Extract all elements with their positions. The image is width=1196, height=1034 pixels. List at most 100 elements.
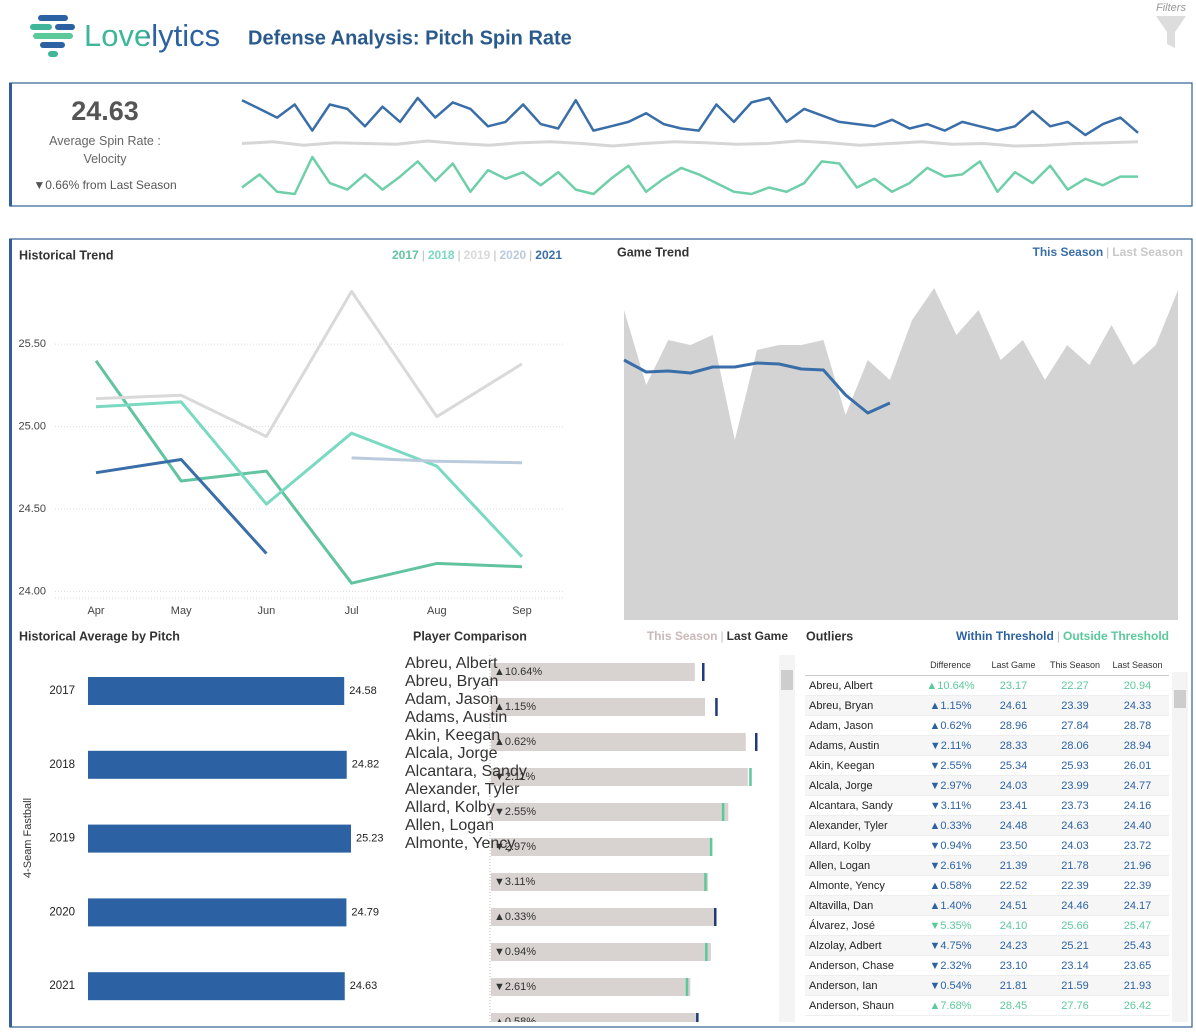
- table-cell: ▲7.68%: [918, 995, 983, 1016]
- table-cell: ▲0.58%: [918, 875, 983, 896]
- table-cell: 28.45: [983, 995, 1044, 1016]
- player-name: Adam, Jason: [405, 691, 499, 708]
- logo-icon: [30, 15, 75, 57]
- table-cell: ▼2.55%: [918, 755, 983, 776]
- sparkline: [241, 139, 1139, 148]
- table-cell: 24.17: [1106, 895, 1169, 916]
- player-name: Anderson, Shaun: [805, 995, 918, 1016]
- axis-label: 4-Seam Fastball: [22, 798, 34, 878]
- page-title: Defense Analysis: Pitch Spin Rate: [248, 27, 572, 49]
- bar: [88, 750, 347, 779]
- trend-line: [95, 458, 268, 555]
- player-name: Adams, Austin: [405, 709, 508, 726]
- header-cell: Last Game: [983, 655, 1044, 676]
- difference-label: ▲1.15%: [494, 701, 536, 713]
- table-cell: ▼3.11%: [918, 795, 983, 816]
- kpi-panel-accent: [9, 83, 12, 206]
- player-name: Alcantara, Sandy: [805, 795, 918, 816]
- player-name: Almonte, Yency: [805, 875, 918, 896]
- difference-label: ▲10.64%: [494, 666, 542, 678]
- table-cell: 23.14: [1044, 955, 1106, 976]
- table-cell: 24.63: [1044, 815, 1106, 836]
- player-name: Alexander, Tyler: [405, 781, 520, 798]
- table-cell: ▼2.11%: [918, 735, 983, 756]
- category-label: 2017: [49, 685, 75, 697]
- table-cell: ▲10.64%: [918, 675, 983, 696]
- y-tick-label: 25.50: [18, 338, 46, 350]
- difference-label: ▼3.11%: [494, 876, 535, 888]
- table-cell: 24.48: [983, 815, 1044, 836]
- table-cell: ▲1.15%: [918, 695, 983, 716]
- table-row: Akin, Keegan ▼2.55% 25.34 25.93 26.01: [805, 755, 1169, 776]
- legend-item: 2021: [535, 248, 562, 262]
- player-name: Alcala, Jorge: [805, 775, 918, 796]
- legend-item: This Season: [647, 629, 718, 643]
- category-label: 2020: [49, 906, 75, 918]
- last-game-tick: [715, 698, 718, 716]
- area: [624, 288, 1178, 620]
- category-label: 2021: [49, 980, 75, 992]
- player-name: Alzolay, Adbert: [805, 935, 918, 956]
- table-cell: ▼2.97%: [918, 775, 983, 796]
- scrollbar-thumb[interactable]: [1174, 690, 1186, 708]
- scrollbar[interactable]: [1172, 672, 1188, 1022]
- outliers-table-wrap: Difference Last Game This Season Last Seaso…: [805, 655, 1169, 1022]
- kpi-value: 24.63: [71, 96, 139, 126]
- legend-item: 2018: [428, 248, 455, 262]
- trend-line: [95, 289, 523, 438]
- sparkline: [241, 96, 1139, 137]
- table-cell: 25.47: [1106, 915, 1169, 936]
- table-cell: 23.99: [1044, 775, 1106, 796]
- table-cell: 24.61: [983, 695, 1044, 716]
- table-cell: 24.77: [1106, 775, 1169, 796]
- player-name: Allard, Kolby: [405, 799, 495, 816]
- table-cell: 24.03: [983, 775, 1044, 796]
- x-tick-label: May: [171, 605, 192, 617]
- value-label: 24.58: [349, 685, 377, 697]
- table-row: Alexander, Tyler ▲0.33% 24.48 24.63 24.40: [805, 815, 1169, 836]
- category-label: 2019: [49, 833, 75, 845]
- legend-separator: |: [721, 629, 724, 643]
- table-row: Altavilla, Dan ▲1.40% 24.51 24.46 24.17: [805, 895, 1169, 916]
- table-row: Alcala, Jorge ▼2.97% 24.03 23.99 24.77: [805, 775, 1169, 796]
- table-row: Adams, Austin ▼2.11% 28.33 28.06 28.94: [805, 735, 1169, 756]
- last-game-tick: [755, 733, 758, 751]
- player-name: Alexander, Tyler: [805, 815, 918, 836]
- panel-title: Outliers: [806, 629, 853, 643]
- table-cell: 23.39: [1044, 695, 1106, 716]
- this-season-bar: [491, 873, 709, 891]
- last-game-tick: [709, 838, 713, 856]
- legend-item: Within Threshold: [956, 629, 1054, 643]
- last-game-tick: [685, 978, 689, 996]
- table-cell: 27.84: [1044, 715, 1106, 736]
- table-cell: 20.94: [1106, 675, 1169, 696]
- table-cell: 23.72: [1106, 835, 1169, 856]
- last-game-tick: [702, 663, 705, 681]
- legend-item: This Season: [1032, 245, 1103, 259]
- legend-item: Last Game: [727, 629, 789, 643]
- table-cell: 23.65: [1106, 955, 1169, 976]
- header-cell: [805, 655, 918, 676]
- table-row: Almonte, Yency ▲0.58% 22.52 22.39 22.39: [805, 875, 1169, 896]
- last-game-tick: [696, 1013, 699, 1022]
- player-name: Abreu, Bryan: [805, 695, 918, 716]
- legend-item: 2020: [499, 248, 526, 262]
- table-cell: 25.93: [1044, 755, 1106, 776]
- legend-separator: |: [422, 248, 425, 262]
- bar: [88, 677, 345, 705]
- table-cell: 22.39: [1106, 875, 1169, 896]
- table-cell: 28.06: [1044, 735, 1106, 756]
- scrollbar-thumb[interactable]: [781, 670, 793, 690]
- this-season-bar: [491, 733, 746, 751]
- panel-title: Historical Trend: [19, 248, 113, 262]
- table-cell: 23.50: [983, 835, 1044, 856]
- table-cell: 25.66: [1044, 915, 1106, 936]
- filter-icon[interactable]: [1156, 16, 1186, 48]
- scrollbar[interactable]: [779, 655, 795, 1022]
- main-panel-accent: [9, 239, 12, 1027]
- table-cell: ▼2.32%: [918, 955, 983, 976]
- panel-title: Historical Average by Pitch: [19, 629, 180, 643]
- filters-label[interactable]: Filters: [1156, 2, 1186, 14]
- legend-item: 2017: [392, 248, 419, 262]
